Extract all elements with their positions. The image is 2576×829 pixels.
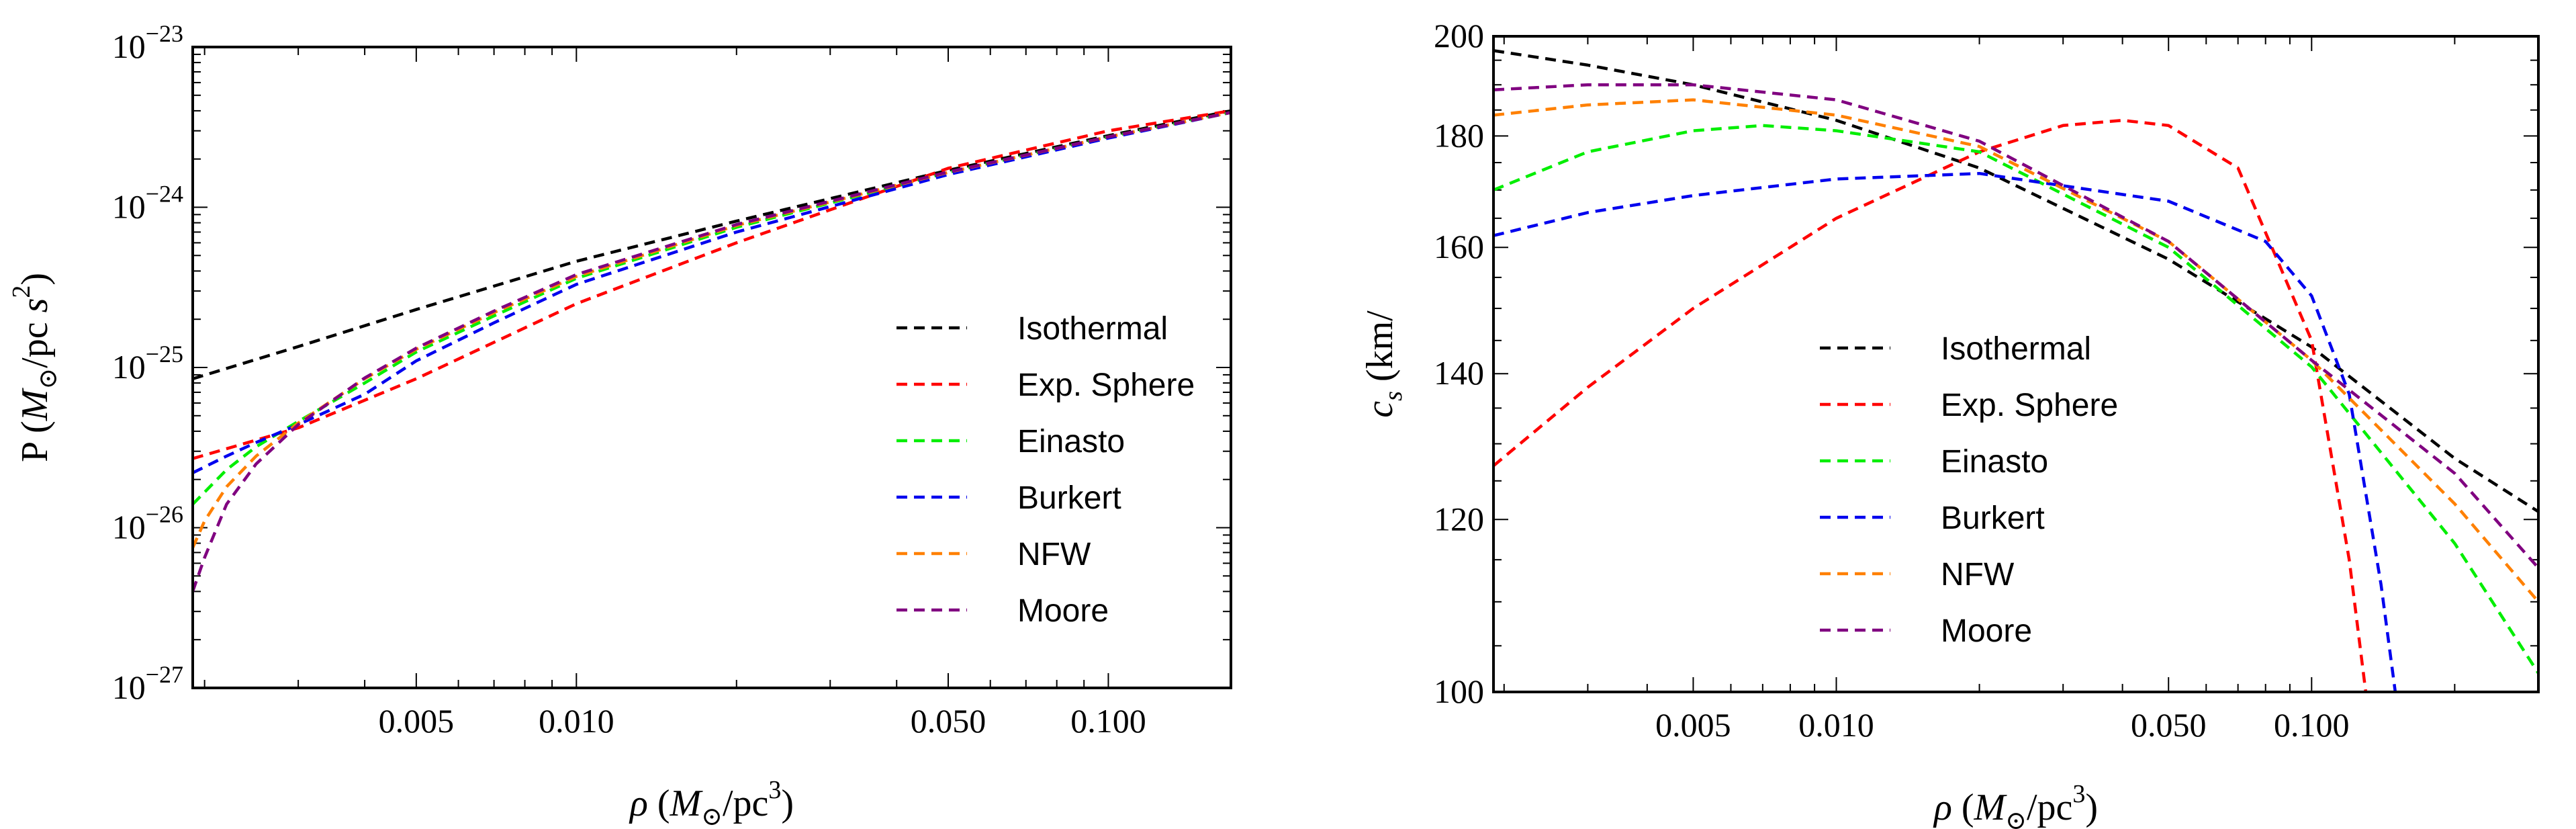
right-legend-label: Moore [1941, 613, 2032, 649]
right-x-tick-label: 0.050 [2131, 706, 2207, 744]
sound-speed-chart: 0.005 0.010 0.050 0.100 100 120 140 160 180 200 Is… [1359, 17, 2540, 829]
left-x-tick-label: 0.100 [1070, 702, 1146, 740]
left-y-tick-label: 10−27 [112, 661, 183, 706]
right-series-einasto [1493, 124, 2538, 674]
right-y-tick-label: 160 [1434, 228, 1484, 265]
left-legend-label: NFW [1017, 537, 1091, 572]
right-legend-label: NFW [1941, 557, 2015, 593]
left-legend: Isothermal Exp. Sphere Einasto Burkert NFW Mo… [896, 311, 1195, 629]
left-x-tick-label: 0.010 [539, 702, 614, 740]
left-y-tick-label: 10−23 [112, 20, 183, 65]
right-series-nfw [1493, 98, 2538, 603]
pressure-chart: 0.005 0.010 0.050 0.100 10−27 10−26 10−25 10−24… [7, 20, 1232, 829]
right-x-axis-label: ρ (M⊙/pc3) [1933, 780, 2098, 829]
right-legend-label: Einasto [1941, 444, 2048, 480]
right-y-tick-label: 120 [1434, 500, 1484, 537]
right-y-tick-label: 140 [1434, 354, 1484, 392]
right-legend-label: Burkert [1941, 500, 2045, 536]
left-legend-label: Isothermal [1017, 311, 1168, 347]
left-series-burkert [193, 111, 1231, 474]
right-series-isothermal [1493, 49, 2538, 513]
left-y-tick-label: 10−25 [112, 341, 183, 386]
left-legend-label: Exp. Sphere [1017, 367, 1195, 403]
left-series-moore [193, 111, 1231, 593]
right-y-tick-label: 100 [1434, 672, 1484, 710]
left-y-axis-label: P (M⊙/pc s2) [7, 273, 62, 462]
left-y-tick-label: 10−26 [112, 501, 183, 546]
right-plot-frame [1492, 35, 2540, 693]
right-y-axis-label: cs (km/ [1359, 310, 1408, 418]
left-x-axis-label: ρ (M⊙/pc3) [629, 776, 794, 829]
right-series-burkert [1493, 171, 2397, 692]
right-legend-label: Exp. Sphere [1941, 388, 2118, 423]
left-x-tick-label: 0.005 [379, 702, 455, 740]
right-x-tick-label: 0.005 [1655, 706, 1731, 744]
right-y-tick-label: 200 [1434, 17, 1484, 54]
right-x-tick-label: 0.100 [2274, 706, 2350, 744]
left-legend-label: Burkert [1017, 480, 1121, 516]
right-series-moore [1493, 83, 2538, 569]
right-x-tick-label: 0.010 [1798, 706, 1874, 744]
left-series-isothermal [193, 109, 1231, 380]
left-x-tick-label: 0.050 [911, 702, 986, 740]
left-legend-label: Einasto [1017, 424, 1125, 460]
left-series-exp-sphere [193, 109, 1231, 460]
right-legend-label: Isothermal [1941, 331, 2091, 367]
left-plot-frame [191, 46, 1232, 689]
right-legend: Isothermal Exp. Sphere Einasto Burkert NFW Mo… [1820, 331, 2118, 649]
left-legend-label: Moore [1017, 593, 1109, 629]
left-y-tick-label: 10−24 [112, 181, 183, 226]
right-series-exp-sphere [1493, 118, 2368, 692]
right-y-tick-label: 180 [1434, 116, 1484, 154]
